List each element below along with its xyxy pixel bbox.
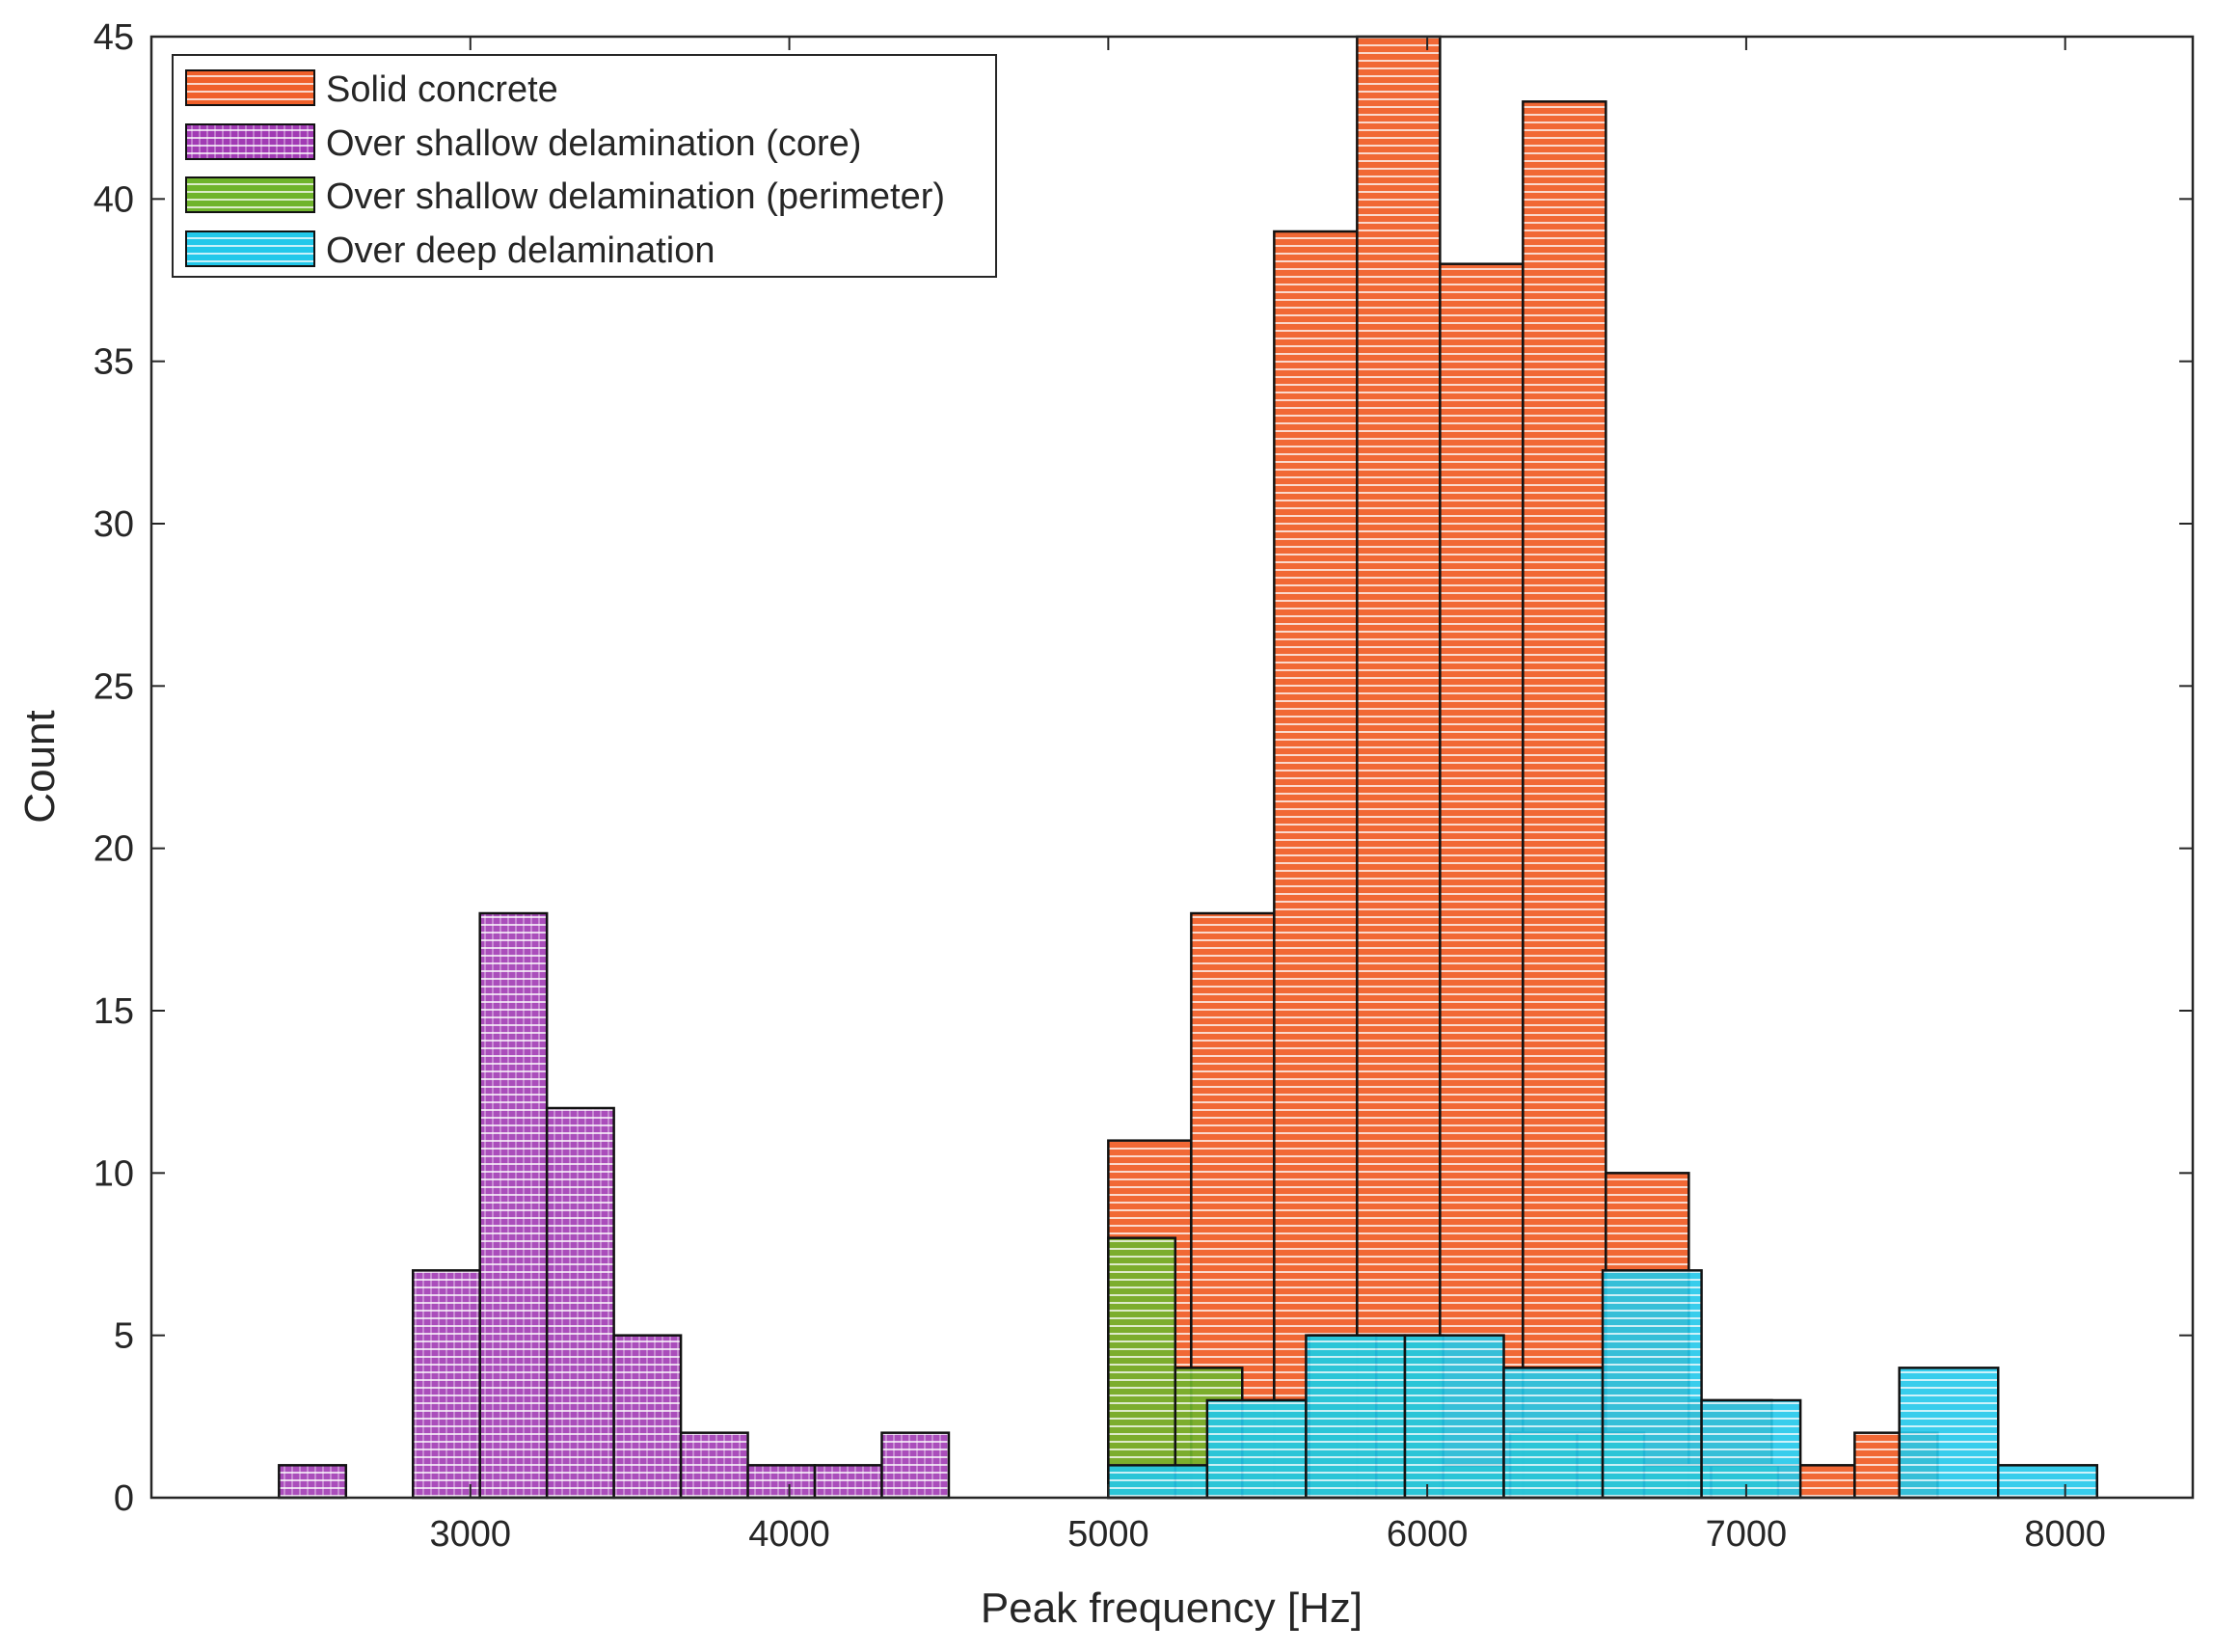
y-tick-label: 35 xyxy=(94,342,134,383)
plot-area-frame xyxy=(149,35,2195,1500)
histogram-bar xyxy=(1898,1367,2000,1500)
legend-item: Over shallow delamination (core) xyxy=(185,123,861,164)
legend-swatch xyxy=(185,123,315,160)
histogram-bar xyxy=(746,1464,817,1500)
y-tick-label: 15 xyxy=(94,991,134,1032)
histogram-bar xyxy=(1205,1398,1308,1500)
histogram-bar xyxy=(1996,1464,2099,1500)
histogram-bar xyxy=(1305,1334,1407,1500)
histogram-bar xyxy=(813,1464,883,1500)
x-tick-label: 5000 xyxy=(1067,1514,1149,1555)
legend-swatch xyxy=(185,69,315,106)
series-0-bars xyxy=(1107,35,1939,1500)
y-tick-label: 40 xyxy=(94,179,134,220)
legend: Solid concrete Over shallow delamination … xyxy=(172,54,997,278)
histogram-bar xyxy=(411,1269,481,1500)
x-axis-label: Peak frequency [Hz] xyxy=(981,1584,1363,1632)
histogram-bar xyxy=(278,1464,348,1500)
legend-item: Solid concrete xyxy=(185,69,558,110)
histogram-bar xyxy=(679,1431,749,1500)
series-1-bars xyxy=(278,911,951,1500)
histogram-bar xyxy=(1522,100,1607,1500)
y-tick-label: 10 xyxy=(94,1153,134,1194)
histogram-bar xyxy=(545,1106,615,1500)
y-tick-label: 30 xyxy=(94,504,134,545)
legend-swatch xyxy=(185,230,315,267)
histogram-bar xyxy=(1356,35,1442,1500)
y-tick-label: 45 xyxy=(94,17,134,58)
series-3-bars xyxy=(1107,1269,2099,1500)
legend-item: Over shallow delamination (perimeter) xyxy=(185,176,945,217)
histogram-bar xyxy=(1107,1464,1209,1500)
histogram-bar xyxy=(1403,1334,1505,1500)
legend-label: Over shallow delamination (perimeter) xyxy=(326,176,945,217)
legend-swatch xyxy=(185,176,315,213)
histogram-bar xyxy=(612,1334,683,1500)
y-tick-label: 5 xyxy=(114,1316,134,1357)
y-tick-label: 25 xyxy=(94,666,134,707)
legend-label: Solid concrete xyxy=(326,69,558,110)
histogram-bar xyxy=(1502,1367,1605,1500)
y-tick-label: 20 xyxy=(94,829,134,870)
legend-label: Over shallow delamination (core) xyxy=(326,123,861,164)
histogram-bar xyxy=(1439,262,1525,1500)
x-tick-label: 8000 xyxy=(2024,1514,2106,1555)
histogram-bar xyxy=(1700,1398,1802,1500)
histogram-bar xyxy=(478,911,549,1500)
axis-ticks: 3000 4000 5000 6000 7000 8000 0 5 10 15 20 25 30 35 40… xyxy=(94,17,2193,1555)
histogram-bar xyxy=(1601,1269,1703,1500)
y-axis-label: Count xyxy=(16,710,64,823)
x-tick-label: 6000 xyxy=(1387,1514,1469,1555)
histogram-bar xyxy=(880,1431,951,1500)
histogram-bar xyxy=(1273,230,1359,1500)
legend-item: Over deep delamination xyxy=(185,230,715,271)
histogram-bar xyxy=(1107,1236,1177,1500)
x-tick-label: 7000 xyxy=(1706,1514,1788,1555)
legend-label: Over deep delamination xyxy=(326,230,715,271)
x-tick-label: 4000 xyxy=(748,1514,830,1555)
bars-layer xyxy=(278,35,2099,1500)
y-tick-label: 0 xyxy=(114,1478,134,1519)
x-tick-label: 3000 xyxy=(430,1514,512,1555)
